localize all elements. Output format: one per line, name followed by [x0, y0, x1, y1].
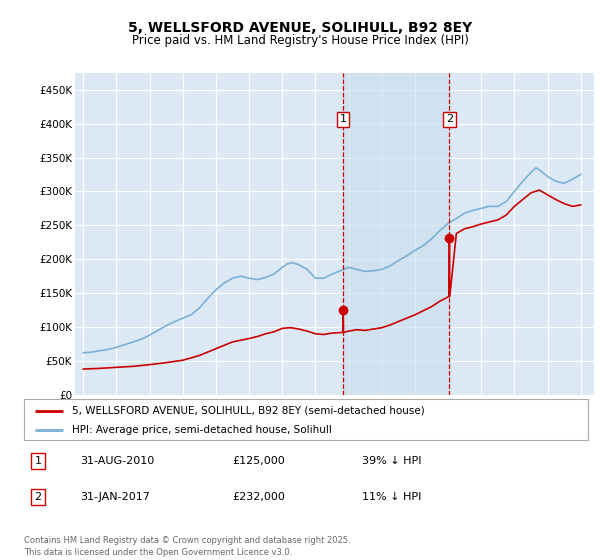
- Text: £125,000: £125,000: [233, 456, 286, 466]
- Text: 1: 1: [35, 456, 41, 466]
- Text: 39% ↓ HPI: 39% ↓ HPI: [362, 456, 422, 466]
- Text: 31-JAN-2017: 31-JAN-2017: [80, 492, 150, 502]
- Text: 5, WELLSFORD AVENUE, SOLIHULL, B92 8EY: 5, WELLSFORD AVENUE, SOLIHULL, B92 8EY: [128, 21, 472, 35]
- Text: 31-AUG-2010: 31-AUG-2010: [80, 456, 155, 466]
- Text: £232,000: £232,000: [233, 492, 286, 502]
- Text: Price paid vs. HM Land Registry's House Price Index (HPI): Price paid vs. HM Land Registry's House …: [131, 34, 469, 47]
- Text: 11% ↓ HPI: 11% ↓ HPI: [362, 492, 422, 502]
- Text: 2: 2: [446, 114, 453, 124]
- Text: Contains HM Land Registry data © Crown copyright and database right 2025.
This d: Contains HM Land Registry data © Crown c…: [24, 536, 350, 557]
- Text: HPI: Average price, semi-detached house, Solihull: HPI: Average price, semi-detached house,…: [72, 424, 332, 435]
- Text: 5, WELLSFORD AVENUE, SOLIHULL, B92 8EY (semi-detached house): 5, WELLSFORD AVENUE, SOLIHULL, B92 8EY (…: [72, 405, 425, 416]
- Text: 1: 1: [340, 114, 347, 124]
- Bar: [343, 73, 449, 395]
- Text: 2: 2: [35, 492, 41, 502]
